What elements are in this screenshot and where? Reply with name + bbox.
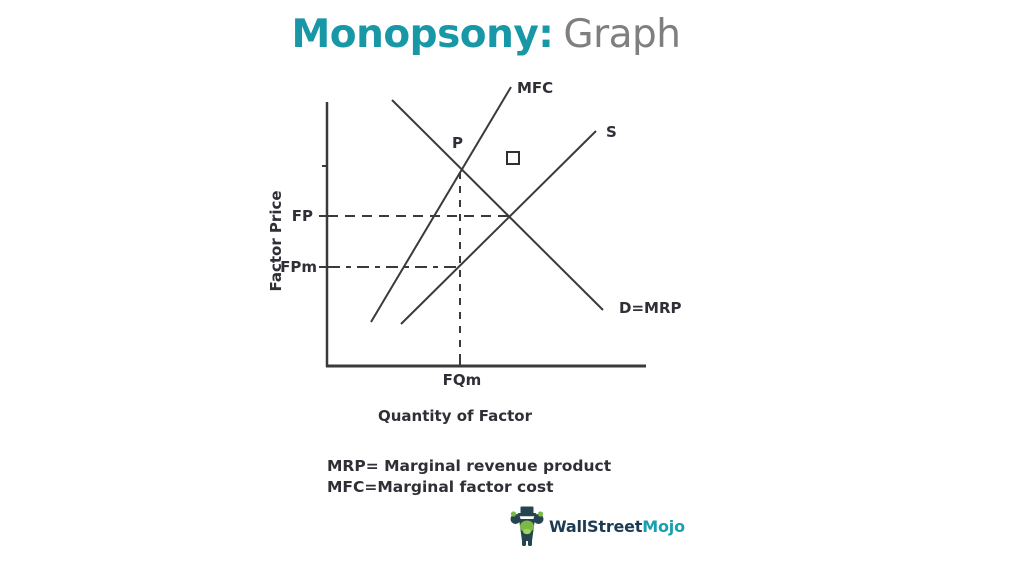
legend-line-mrp: MRP= Marginal revenue product [327, 457, 612, 475]
square-marker [506, 151, 520, 165]
wallstreetmojo-wordmark: WallStreetMojo [549, 517, 685, 536]
x-axis-title: Quantity of Factor [377, 407, 533, 425]
fqm-label: FQm [442, 371, 482, 389]
point-p-label: P [452, 134, 463, 152]
page-title: Monopsony: Graph [0, 12, 998, 57]
mfc-line [370, 86, 512, 323]
wallstreetmojo-bull-icon [510, 506, 544, 546]
supply-label: S [606, 123, 617, 141]
page-title-highlight: Monopsony: [291, 12, 554, 57]
supply-line [400, 130, 597, 325]
wallstreetmojo-logo: WallStreetMojo [509, 506, 685, 546]
wordmark-wallstreet: WallStreet [549, 516, 643, 536]
mfc-label: MFC [517, 79, 554, 97]
demand-label: D=MRP [619, 299, 682, 317]
demand-line [391, 99, 604, 311]
y-axis-title: Factor Price [267, 190, 285, 292]
legend: MRP= Marginal revenue product MFC=Margin… [327, 456, 611, 498]
fp-label: FP [291, 207, 313, 225]
legend-line-mfc: MFC=Marginal factor cost [327, 478, 554, 496]
wordmark-mojo: Mojo [642, 516, 685, 536]
page-title-rest: Graph [563, 12, 681, 57]
fpm-label: FPm [280, 258, 317, 276]
